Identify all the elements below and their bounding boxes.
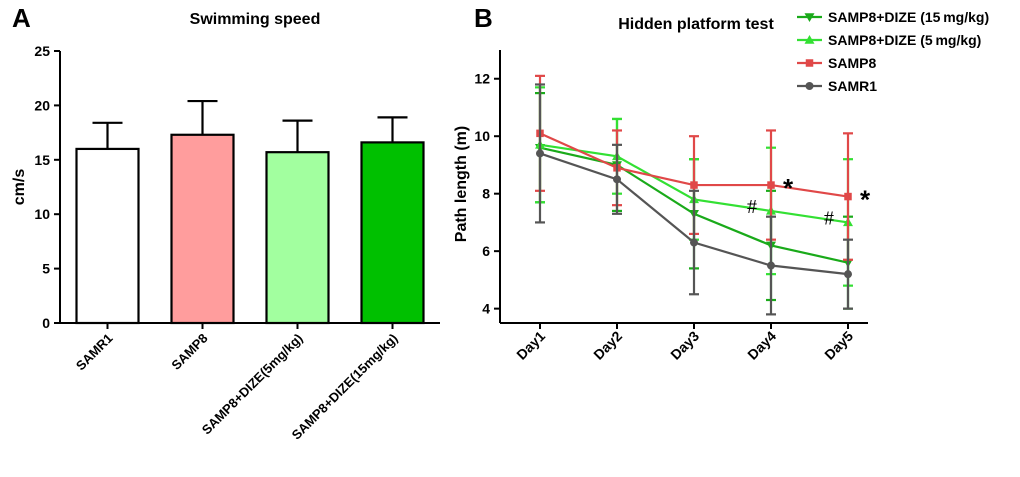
panel-b-y-tick-label: 8 <box>482 186 490 202</box>
data-point <box>844 270 852 279</box>
significance-marker: # <box>824 207 834 229</box>
panel-a-letter: A <box>12 3 31 33</box>
significance-marker: * <box>783 173 794 203</box>
panel-a-y-axis-label: cm/s <box>11 169 28 206</box>
panel-b-letter: B <box>474 3 493 33</box>
bar-samp8-dize-15mg-kg <box>360 141 425 325</box>
panel-a-y-tick-label: 5 <box>42 261 50 277</box>
significance-marker: * <box>860 185 871 215</box>
legend-marker <box>804 35 815 44</box>
legend-item-samp8-dize-5-mg-kg: SAMP8+DIZE (5 mg/kg) <box>797 32 981 48</box>
panel-b-y-tick-label: 4 <box>482 301 490 317</box>
significance-marker: # <box>747 196 757 218</box>
panel-a-plot: 0 5 10 15 20 25 SAMR1 SAMP8SAMP8+DIZE(5mg/kg)SA… <box>34 43 440 443</box>
legend-marker <box>805 59 814 67</box>
panel-b-x-tick-label: Day4 <box>744 328 779 363</box>
bar-samp8-dize-5mg-kg <box>265 151 330 325</box>
panel-b-legend: SAMP8+DIZE (15 mg/kg) SAMP8+DIZE (5 mg/kg… <box>797 9 989 94</box>
panel-a-y-tick-label: 20 <box>34 97 50 113</box>
legend-item-samr1: SAMR1 <box>797 78 877 94</box>
data-point <box>767 181 775 189</box>
data-point <box>536 149 544 158</box>
legend-label: SAMP8 <box>828 55 876 71</box>
series-samr1 <box>535 83 853 316</box>
data-point <box>613 175 621 184</box>
panel-b-y-axis-label: Path length (m) <box>453 126 470 242</box>
legend-marker <box>804 13 815 22</box>
legend-marker <box>805 82 814 90</box>
panel-a-y-tick-label: 25 <box>34 43 50 59</box>
panel-a-y-tick-label: 0 <box>42 315 50 331</box>
panel-b-plot: 4 6 8 10 12 Day1 Day2 Day3 Day4 Day5 * * # # <box>474 50 871 363</box>
bar-samp8 <box>170 133 235 325</box>
panel-b-x-tick-label: Day5 <box>821 328 856 363</box>
panel-b-x-tick-label: Day3 <box>667 328 702 363</box>
panel-b-x-tick-label: Day2 <box>590 328 625 363</box>
panel-b-x-tick-label: Day1 <box>513 328 548 363</box>
bar-samr1 <box>75 147 140 325</box>
legend-item-samp8-dize-15-mg-kg: SAMP8+DIZE (15 mg/kg) <box>797 9 989 25</box>
data-point <box>690 181 698 189</box>
panel-a-x-tick-label: SAMP8 <box>168 331 210 373</box>
data-point <box>767 261 775 270</box>
data-point <box>690 238 698 247</box>
legend-item-samp8: SAMP8 <box>797 55 876 71</box>
panel-b-y-tick-label: 6 <box>482 243 490 259</box>
legend-label: SAMP8+DIZE (5 mg/kg) <box>828 32 981 48</box>
panel-a-title: Swimming speed <box>190 11 321 28</box>
panel-a-x-tick-label: SAMR1 <box>73 331 116 374</box>
panel-a-y-tick-label: 15 <box>34 152 50 168</box>
legend-label: SAMP8+DIZE (15 mg/kg) <box>828 9 989 25</box>
legend-label: SAMR1 <box>828 78 877 94</box>
panel-a-x-tick-label: SAMP8+DIZE(15mg/kg) <box>289 331 401 443</box>
panel-a-y-tick-label: 10 <box>34 206 50 222</box>
data-point <box>844 192 852 201</box>
panel-b-y-tick-label: 10 <box>474 128 490 144</box>
panel-b-title: Hidden platform test <box>618 16 774 33</box>
panel-b-y-tick-label: 12 <box>474 71 490 87</box>
panel-a-x-tick-label: SAMP8+DIZE(5mg/kg) <box>199 331 306 438</box>
